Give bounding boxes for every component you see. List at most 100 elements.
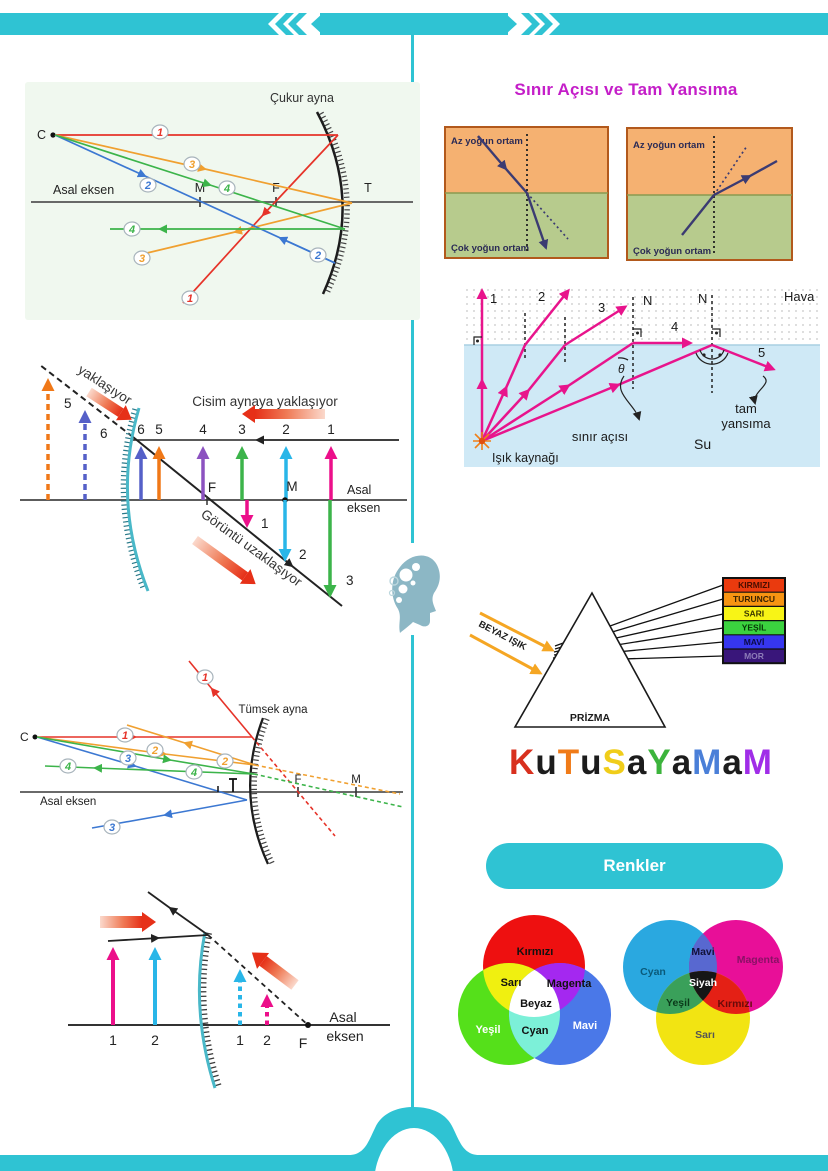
- white-light-beams: [469, 611, 555, 675]
- svg-text:2: 2: [538, 289, 545, 304]
- air-region: [464, 285, 820, 345]
- diagram-bg: [25, 82, 420, 320]
- svg-text:2: 2: [314, 250, 321, 262]
- axis-label: Asal eksen: [53, 183, 114, 197]
- object-direction-arrow: [242, 405, 325, 423]
- virtual-image-arrows: [41, 378, 92, 500]
- svg-text:2: 2: [282, 422, 290, 437]
- svg-text:M: M: [195, 181, 205, 195]
- svg-text:N: N: [643, 293, 652, 308]
- ray-number-badges: 1 1 3 3 2 2 4 4: [123, 124, 327, 306]
- diagram-title: Tümsek ayna: [238, 704, 308, 716]
- svg-text:T: T: [364, 181, 372, 195]
- chevron-left-icons: [0, 13, 508, 35]
- chevron-right-icon: [534, 13, 553, 35]
- virtual-image-arrows: [233, 969, 274, 1025]
- svg-text:5: 5: [155, 422, 163, 437]
- svg-text:eksen: eksen: [326, 1028, 363, 1044]
- subtractive-color-venn: Cyan Magenta Mavi Siyah Yeşil Kırmızı Sa…: [623, 920, 783, 1065]
- chevron-right-icon: [521, 13, 540, 35]
- object-approaching-label: Cisim aynaya yaklaşıyor: [192, 394, 338, 409]
- diagram-title: Çukur ayna: [270, 91, 334, 105]
- critical-angle-pointer: [619, 375, 642, 421]
- svg-text:2: 2: [299, 547, 307, 562]
- prism-diagram: PRİZMA BEYAZ IŞIK KIRMIZI TURUNCU SARI Y…: [469, 577, 786, 728]
- svg-text:Kırmızı: Kırmızı: [517, 946, 554, 958]
- medium-box-exit: Az yoğun ortam Çok yoğun ortam: [626, 127, 793, 261]
- renkler-button[interactable]: Renkler: [486, 843, 783, 889]
- svg-text:eksen: eksen: [347, 501, 380, 515]
- svg-text:Siyah: Siyah: [689, 977, 717, 989]
- ray-3: [54, 134, 353, 254]
- svg-text:3: 3: [125, 753, 131, 765]
- right-angle-marks: [473, 328, 729, 365]
- svg-text:θ: θ: [618, 362, 625, 376]
- svg-text:3: 3: [189, 159, 195, 171]
- image-direction-arrow: [192, 535, 256, 585]
- top-border-bar: [0, 13, 828, 35]
- svg-text:KIRMIZI: KIRMIZI: [738, 580, 770, 590]
- thinking-head-icon: [388, 555, 440, 633]
- svg-text:TURUNCU: TURUNCU: [733, 594, 775, 604]
- convex-mirror-surface: [248, 717, 275, 865]
- svg-text:PRİZMA: PRİZMA: [570, 711, 611, 724]
- critical-angle-label: sınır açısı: [572, 429, 628, 444]
- svg-text:1: 1: [187, 293, 193, 305]
- svg-text:2: 2: [221, 756, 228, 768]
- center-point-label: C: [37, 128, 46, 142]
- svg-text:6: 6: [100, 426, 108, 441]
- color-mnemonic: K u T u S a Y a M a M: [509, 743, 773, 782]
- svg-text:Çok yoğun ortam: Çok yoğun ortam: [633, 246, 711, 257]
- svg-text:1: 1: [327, 422, 335, 437]
- svg-text:Az yoğun ortam: Az yoğun ortam: [633, 140, 705, 151]
- svg-text:Az yoğun ortam: Az yoğun ortam: [451, 136, 523, 147]
- svg-text:M: M: [286, 479, 297, 494]
- svg-text:4: 4: [223, 183, 230, 195]
- svg-text:N: N: [698, 291, 707, 306]
- air-label: Hava: [784, 289, 815, 304]
- approach-gradient-arrow: [86, 387, 132, 421]
- object-approach-diagram: 6 5 4 3 2 1 5 6 F M Asal eksen 1 2 3 yak…: [20, 362, 407, 607]
- concave-mirror-surface: [315, 111, 350, 295]
- svg-text:6: 6: [137, 422, 145, 437]
- svg-text:5: 5: [64, 396, 72, 411]
- object-direction-arrow: [100, 912, 156, 932]
- ray-2: [36, 724, 401, 795]
- concave-mirror-diagram: Çukur ayna Asal eksen C M F T 1 1 3 3 2: [25, 82, 420, 320]
- svg-text:Cyan: Cyan: [640, 966, 666, 978]
- convex-mirror-diagram: Tümsek ayna Asal eksen F M C: [20, 660, 404, 865]
- bottom-border-bar: [0, 1107, 828, 1171]
- svg-text:SARI: SARI: [744, 608, 764, 618]
- svg-text:1: 1: [122, 730, 128, 742]
- object-arrows: [106, 947, 162, 1025]
- center-divider-bottom: [411, 635, 414, 1109]
- prism-triangle: [513, 591, 667, 728]
- svg-text:F: F: [208, 480, 216, 495]
- svg-text:Beyaz: Beyaz: [520, 998, 552, 1010]
- svg-text:F: F: [299, 1035, 308, 1051]
- section-title: Sınır Açısı ve Tam Yansıma: [514, 80, 738, 99]
- light-rays: [476, 288, 776, 443]
- ray-number-badges: 1 1 2 2 3 3 4 4: [59, 669, 234, 835]
- svg-text:Sarı: Sarı: [695, 1029, 715, 1041]
- svg-text:2: 2: [151, 745, 158, 757]
- virtual-image-diagram: F Asal eksen 1 2 1 2: [68, 891, 390, 1089]
- svg-text:F: F: [294, 774, 301, 786]
- svg-text:3: 3: [346, 573, 354, 588]
- svg-text:4: 4: [190, 767, 197, 779]
- svg-text:Cyan: Cyan: [522, 1025, 549, 1037]
- svg-text:F: F: [272, 181, 280, 195]
- svg-text:1: 1: [490, 291, 497, 306]
- svg-text:3: 3: [238, 422, 246, 437]
- focal-point: [305, 1022, 311, 1028]
- svg-text:Çok yoğun ortam: Çok yoğun ortam: [451, 243, 529, 254]
- image-arrows: [240, 500, 337, 598]
- normal-lines: [524, 295, 713, 393]
- svg-text:4: 4: [128, 224, 135, 236]
- svg-text:Sarı: Sarı: [501, 977, 522, 989]
- svg-text:MAVİ: MAVİ: [744, 637, 765, 647]
- svg-text:1: 1: [202, 672, 208, 684]
- image-direction-arrow: [251, 952, 299, 990]
- mirror-surface: [197, 931, 222, 1089]
- svg-text:tam: tam: [735, 401, 757, 416]
